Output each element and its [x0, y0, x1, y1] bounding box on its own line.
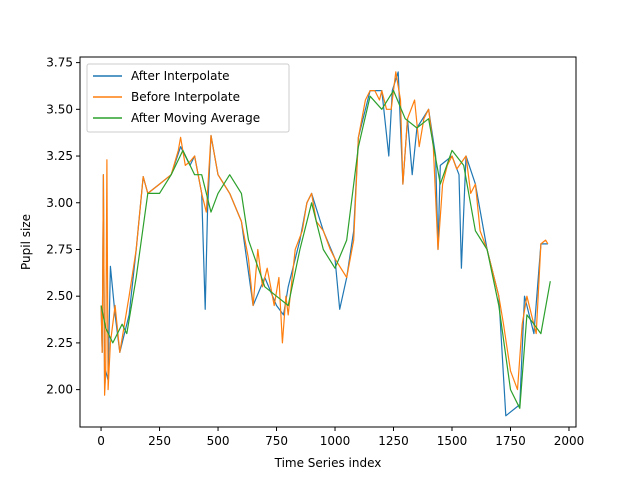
y-tick-label: 2.50: [46, 289, 73, 303]
x-tick-label: 1250: [378, 434, 409, 448]
y-axis-ticks: 2.00 2.25 2.50 2.75 3.00 3.25 3.50 3.75: [46, 56, 80, 397]
y-axis-label: Pupil size: [19, 214, 33, 270]
y-tick-label: 2.25: [46, 336, 73, 350]
legend-label-2: Before Interpolate: [131, 90, 240, 104]
y-tick-label: 2.75: [46, 242, 73, 256]
y-tick-label: 3.00: [46, 196, 73, 210]
x-tick-label: 1500: [437, 434, 468, 448]
legend-label-1: After Interpolate: [131, 69, 230, 83]
legend-label-3: After Moving Average: [131, 111, 260, 125]
legend: After Interpolate Before Interpolate After…: [86, 63, 290, 133]
x-tick-label: 250: [148, 434, 171, 448]
x-tick-label: 750: [265, 434, 288, 448]
x-tick-label: 1750: [495, 434, 526, 448]
x-tick-label: 2000: [554, 434, 585, 448]
x-tick-label: 500: [207, 434, 230, 448]
y-tick-label: 3.75: [46, 56, 73, 70]
y-tick-label: 3.50: [46, 102, 73, 116]
plot-frame: [79, 56, 577, 428]
x-axis-ticks: 0 250 500 750 1000 1250 1500 1750 2000: [97, 427, 584, 448]
x-tick-label: 0: [97, 434, 105, 448]
x-tick-label: 1000: [320, 434, 351, 448]
series-line-3: [100, 89, 551, 409]
y-tick-label: 3.25: [46, 149, 73, 163]
legend-box: [86, 63, 290, 133]
y-tick-label: 2.00: [46, 383, 73, 397]
series-line-2: [100, 71, 549, 396]
series-layer: [100, 71, 551, 417]
x-axis-label: Time Series index: [274, 456, 382, 470]
